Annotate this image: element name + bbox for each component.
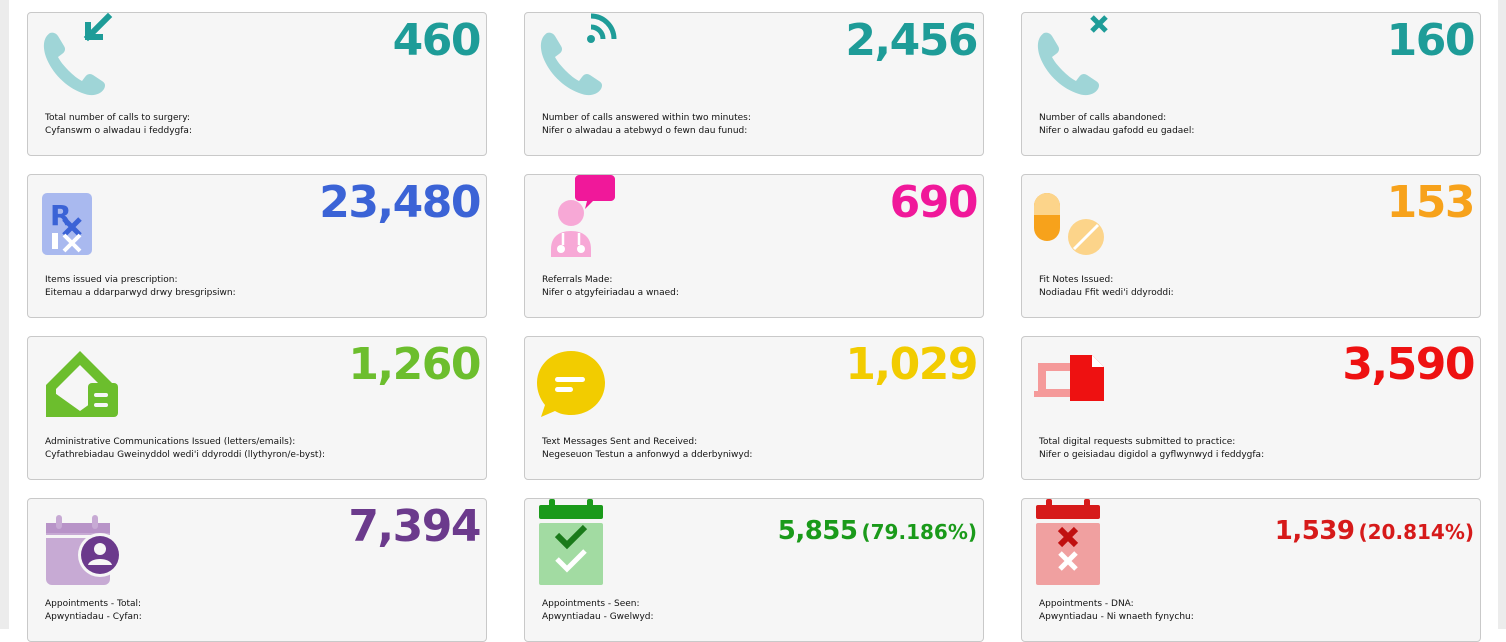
right-scroll-area bbox=[1498, 0, 1506, 629]
stat-labels: Appointments - Total: Apwyntiadau - Cyfa… bbox=[45, 598, 142, 624]
stat-label-welsh: Nifer o alwadau gafodd eu gadael: bbox=[1039, 126, 1195, 136]
stat-label-english: Administrative Communications Issued (le… bbox=[45, 437, 296, 447]
stat-label-welsh: Nifer o atgyfeiriadau a wnaed: bbox=[542, 288, 679, 298]
stat-value: 160 bbox=[1386, 15, 1476, 66]
stat-labels: Total digital requests submitted to prac… bbox=[1039, 436, 1264, 462]
stat-card-text-messages: 1,029 Text Messages Sent and Received: N… bbox=[524, 336, 984, 480]
stat-value: 690 bbox=[889, 177, 979, 228]
stat-label-english: Items issued via prescription: bbox=[45, 275, 178, 285]
stat-label-welsh: Apwyntiadau - Gwelwyd: bbox=[542, 612, 654, 622]
stat-label-english: Total number of calls to surgery: bbox=[45, 113, 190, 123]
stat-label-english: Number of calls answered within two minu… bbox=[542, 113, 751, 123]
stat-labels: Appointments - DNA: Apwyntiadau - Ni wna… bbox=[1039, 598, 1194, 624]
stat-labels: Fit Notes Issued: Nodiadau Ffit wedi'i d… bbox=[1039, 274, 1174, 300]
stat-value: 460 bbox=[392, 15, 482, 66]
stat-label-welsh: Cyfathrebiadau Gweinyddol wedi'i ddyrodd… bbox=[45, 450, 326, 460]
stat-value: 1,029 bbox=[845, 339, 978, 390]
text-message-icon bbox=[535, 337, 625, 427]
stat-count: 5,855 bbox=[777, 516, 858, 546]
stat-value: 7,394 bbox=[348, 501, 481, 552]
stat-label-welsh: Apwyntiadau - Ni wnaeth fynychu: bbox=[1039, 612, 1194, 622]
stat-label-english: Referrals Made: bbox=[542, 275, 613, 285]
stat-card-appointments-seen: 5,855 (79.186%) Appointments - Seen: Apwy… bbox=[524, 498, 984, 642]
stat-value: 1,260 bbox=[348, 339, 481, 390]
stat-label-welsh: Negeseuon Testun a anfonwyd a dderbyniwy… bbox=[542, 450, 753, 460]
stat-card-abandoned-calls: 160 Number of calls abandoned: Nifer o a… bbox=[1021, 12, 1481, 156]
stat-labels: Number of calls abandoned: Nifer o alwad… bbox=[1039, 112, 1194, 138]
calendar-cross-icon bbox=[1032, 499, 1122, 589]
stat-card-answered-calls: 2,456 Number of calls answered within tw… bbox=[524, 12, 984, 156]
stat-card-total-calls: 460 Total number of calls to surgery: Cy… bbox=[27, 12, 487, 156]
stat-labels: Text Messages Sent and Received: Negeseu… bbox=[542, 436, 752, 462]
stat-card-digital-requests: 3,590 Total digital requests submitted t… bbox=[1021, 336, 1481, 480]
stat-label-welsh: Nifer o alwadau a atebwyd o fewn dau fun… bbox=[542, 126, 748, 136]
stat-label-english: Total digital requests submitted to prac… bbox=[1039, 437, 1236, 447]
stat-value: 2,456 bbox=[845, 15, 978, 66]
stat-card-prescriptions: R 23,480 Items issued via prescription: … bbox=[27, 174, 487, 318]
stat-value: 23,480 bbox=[319, 177, 481, 228]
stat-labels: Administrative Communications Issued (le… bbox=[45, 436, 325, 462]
stat-label-english: Appointments - Total: bbox=[45, 599, 142, 609]
stat-label-welsh: Cyfanswm o alwadau i feddygfa: bbox=[45, 126, 192, 136]
calendar-check-icon bbox=[535, 499, 625, 589]
digital-request-icon bbox=[1032, 337, 1122, 427]
stat-value: 3,590 bbox=[1342, 339, 1475, 390]
stat-label-english: Fit Notes Issued: bbox=[1039, 275, 1114, 285]
stat-card-admin-communications: 1,260 Administrative Communications Issu… bbox=[27, 336, 487, 480]
incoming-call-icon bbox=[38, 13, 128, 103]
stat-labels: Referrals Made: Nifer o atgyfeiriadau a … bbox=[542, 274, 679, 300]
stat-labels: Appointments - Seen: Apwyntiadau - Gwelw… bbox=[542, 598, 654, 624]
prescription-icon: R bbox=[38, 175, 128, 265]
stat-label-english: Appointments - DNA: bbox=[1039, 599, 1134, 609]
stat-card-fit-notes: 153 Fit Notes Issued: Nodiadau Ffit wedi… bbox=[1021, 174, 1481, 318]
stat-percentage: (20.814%) bbox=[1358, 520, 1475, 544]
abandoned-call-icon bbox=[1032, 13, 1122, 103]
stat-label-english: Text Messages Sent and Received: bbox=[542, 437, 698, 447]
stat-label-english: Appointments - Seen: bbox=[542, 599, 640, 609]
svg-text:R: R bbox=[50, 199, 72, 232]
stat-value: 153 bbox=[1386, 177, 1476, 228]
stat-labels: Number of calls answered within two minu… bbox=[542, 112, 751, 138]
stat-labels: Total number of calls to surgery: Cyfans… bbox=[45, 112, 192, 138]
stat-label-welsh: Eitemau a ddarparwyd drwy bresgripsiwn: bbox=[45, 288, 236, 298]
stat-count: 1,539 bbox=[1274, 516, 1355, 546]
stat-label-welsh: Nodiadau Ffit wedi'i ddyroddi: bbox=[1039, 288, 1174, 298]
referral-doctor-icon bbox=[535, 175, 625, 265]
stat-card-appointments-total: 7,394 Appointments - Total: Apwyntiadau … bbox=[27, 498, 487, 642]
stat-label-welsh: Apwyntiadau - Cyfan: bbox=[45, 612, 142, 622]
answered-call-icon bbox=[535, 13, 625, 103]
stat-labels: Items issued via prescription: Eitemau a… bbox=[45, 274, 236, 300]
stat-value: 1,539 (20.814%) bbox=[1275, 517, 1474, 546]
pills-icon bbox=[1032, 175, 1122, 265]
mail-icon bbox=[38, 337, 128, 427]
left-margin bbox=[0, 0, 9, 629]
stat-label-english: Number of calls abandoned: bbox=[1039, 113, 1167, 123]
stat-percentage: (79.186%) bbox=[861, 520, 978, 544]
stat-label-welsh: Nifer o geisiadau digidol a gyflwynwyd i… bbox=[1039, 450, 1265, 460]
stats-grid: 460 Total number of calls to surgery: Cy… bbox=[27, 12, 1481, 642]
stat-card-appointments-dna: 1,539 (20.814%) Appointments - DNA: Apwyn… bbox=[1021, 498, 1481, 642]
calendar-user-icon bbox=[38, 499, 128, 589]
stat-value: 5,855 (79.186%) bbox=[778, 517, 977, 546]
stat-card-referrals: 690 Referrals Made: Nifer o atgyfeiriada… bbox=[524, 174, 984, 318]
